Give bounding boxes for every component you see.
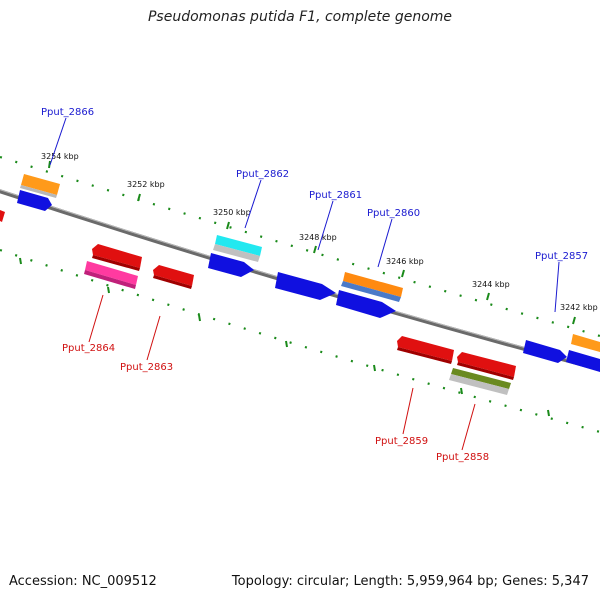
gene-label-pput-2860[interactable]: Pput_2860 <box>367 208 420 219</box>
gene-label-pput-2859[interactable]: Pput_2859 <box>375 436 428 447</box>
gene-fragment-left[interactable] <box>0 210 5 222</box>
major-ticks <box>48 160 576 325</box>
gene-pput-2861-cds[interactable] <box>275 272 336 300</box>
gene-label-pput-2863[interactable]: Pput_2863 <box>120 362 173 373</box>
outer-tick-ring <box>0 155 600 338</box>
gene-pput-2862-feature[interactable] <box>213 235 262 262</box>
gene-pput-2860-feature[interactable] <box>341 272 403 302</box>
gene-pput-2866-cds[interactable] <box>17 190 52 211</box>
gene-pput-2862-cds[interactable] <box>208 253 254 277</box>
gene-right-edge-feature[interactable] <box>566 334 600 372</box>
gene-label-pput-2858[interactable]: Pput_2858 <box>436 452 489 463</box>
gene-label-pput-2861[interactable]: Pput_2861 <box>309 190 362 201</box>
tick-label-3242: 3242 kbp <box>560 303 598 312</box>
tick-label-3254: 3254 kbp <box>41 152 79 161</box>
tick-label-3248: 3248 kbp <box>299 233 337 242</box>
map-title: Pseudomonas putida F1, complete genome <box>147 9 453 25</box>
gene-pput-2857-cds[interactable] <box>523 340 567 363</box>
gene-pput-2858-feature[interactable] <box>449 368 511 395</box>
gene-label-pput-2866[interactable]: Pput_2866 <box>41 107 94 118</box>
tick-label-3246: 3246 kbp <box>386 257 424 266</box>
gene-label-pput-2864[interactable]: Pput_2864 <box>62 343 115 354</box>
tick-label-3244: 3244 kbp <box>472 280 510 289</box>
gene-pput-2860-cds[interactable] <box>336 290 396 318</box>
tick-label-3252: 3252 kbp <box>127 180 165 189</box>
forward-leader-lines <box>49 117 560 313</box>
tick-label-3250: 3250 kbp <box>213 208 251 217</box>
inner-tick-ring <box>0 248 600 434</box>
gene-label-pput-2862[interactable]: Pput_2862 <box>236 169 289 180</box>
gene-pput-2864-feature[interactable] <box>84 261 138 289</box>
accession-text: Accession: NC_009512 <box>9 574 157 589</box>
gene-label-pput-2857[interactable]: Pput_2857 <box>535 251 588 262</box>
gene-pput-2864-cds[interactable] <box>92 244 142 271</box>
reverse-leader-lines <box>88 294 476 451</box>
gene-pput-2859-cds[interactable] <box>397 336 454 364</box>
gene-pput-2858-cds[interactable] <box>457 352 516 380</box>
genome-summary-text: Topology: circular; Length: 5,959,964 bp… <box>231 574 589 589</box>
gene-pput-2863-cds[interactable] <box>153 265 194 289</box>
gene-pput-2866-feature[interactable] <box>20 174 60 198</box>
inner-major-ticks <box>19 257 550 417</box>
